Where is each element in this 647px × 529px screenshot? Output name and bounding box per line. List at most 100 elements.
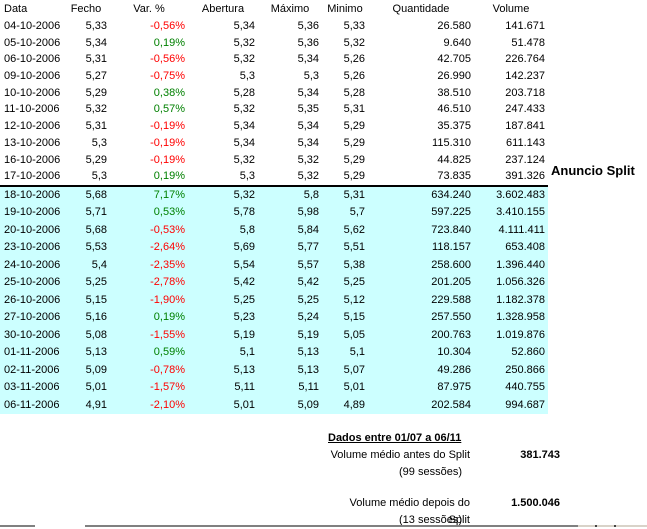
cell-volume[interactable]: 1.328.958 [496, 311, 545, 324]
cell-volume[interactable]: 52.860 [511, 346, 545, 359]
cell-var-percent[interactable]: -2,64% [150, 241, 185, 254]
cell-abertura[interactable]: 5,25 [233, 293, 255, 306]
cell-maximo[interactable]: 5,13 [297, 363, 319, 376]
cell-date[interactable]: 24-10-2006 [4, 258, 61, 271]
cell-date[interactable]: 17-10-2006 [4, 170, 61, 183]
cell-quantidade[interactable]: 202.584 [431, 398, 471, 411]
cell-quantidade[interactable]: 634.240 [431, 188, 471, 201]
cell-volume[interactable]: 1.056.326 [496, 276, 545, 289]
cell-abertura[interactable]: 5,32 [233, 36, 255, 49]
cell-date[interactable]: 04-10-2006 [4, 20, 61, 32]
cell-abertura[interactable]: 5,78 [233, 206, 255, 219]
cell-fecho[interactable]: 5,31 [85, 53, 107, 66]
cell-abertura[interactable]: 5,3 [239, 170, 255, 183]
cell-abertura[interactable]: 5,42 [233, 276, 255, 289]
cell-quantidade[interactable]: 35.375 [437, 120, 471, 133]
cell-maximo[interactable]: 5,13 [297, 346, 319, 359]
cell-minimo[interactable]: 5,07 [343, 363, 365, 376]
cell-quantidade[interactable]: 9.640 [443, 36, 471, 49]
cell-fecho[interactable]: 5,4 [91, 258, 107, 271]
cell-quantidade[interactable]: 42.705 [437, 53, 471, 66]
cell-minimo[interactable]: 5,32 [343, 36, 365, 49]
cell-volume[interactable]: 51.478 [511, 36, 545, 49]
column-header-minimo[interactable]: Minimo [327, 3, 363, 15]
cell-quantidade[interactable]: 258.600 [431, 258, 471, 271]
cell-abertura[interactable]: 5,34 [233, 136, 255, 149]
cell-maximo[interactable]: 5,32 [297, 153, 319, 166]
volume-after-split-value[interactable]: 1.500.046 [511, 497, 560, 509]
cell-minimo[interactable]: 5,1 [349, 346, 365, 359]
column-header-quantidade[interactable]: Quantidade [392, 3, 450, 15]
cell-abertura[interactable]: 5,23 [233, 311, 255, 324]
cell-maximo[interactable]: 5,34 [297, 120, 319, 133]
cell-maximo[interactable]: 5,11 [298, 381, 319, 394]
cell-volume[interactable]: 203.718 [505, 86, 545, 99]
cell-minimo[interactable]: 5,31 [343, 188, 365, 201]
cell-var-percent[interactable]: -2,78% [150, 276, 185, 289]
cell-fecho[interactable]: 5,13 [85, 346, 107, 359]
cell-abertura[interactable]: 5,54 [233, 258, 255, 271]
cell-fecho[interactable]: 5,15 [85, 293, 107, 306]
sessions-before-count[interactable]: (99 sessões) [399, 466, 462, 478]
cell-var-percent[interactable]: 7,17% [153, 188, 185, 201]
cell-fecho[interactable]: 5,68 [85, 223, 107, 236]
cell-date[interactable]: 30-10-2006 [4, 328, 61, 341]
cell-volume[interactable]: 250.866 [505, 363, 545, 376]
cell-minimo[interactable]: 4,89 [343, 398, 365, 411]
column-header-data[interactable]: Data [4, 3, 28, 15]
cell-var-percent[interactable]: -0,19% [150, 136, 185, 149]
cell-date[interactable]: 12-10-2006 [4, 120, 61, 133]
cell-abertura[interactable]: 5,3 [239, 70, 255, 83]
cell-quantidade[interactable]: 73.835 [437, 170, 471, 183]
cell-minimo[interactable]: 5,28 [343, 86, 365, 99]
cell-abertura[interactable]: 5,32 [233, 53, 255, 66]
cell-maximo[interactable]: 5,36 [297, 36, 319, 49]
cell-maximo[interactable]: 5,19 [297, 328, 319, 341]
cell-quantidade[interactable]: 26.990 [437, 70, 471, 83]
cell-var-percent[interactable]: -1,90% [150, 293, 185, 306]
column-header-abertura[interactable]: Abertura [201, 3, 245, 15]
cell-fecho[interactable]: 5,29 [85, 86, 107, 99]
cell-quantidade[interactable]: 87.975 [437, 381, 471, 394]
cell-date[interactable]: 11-10-2006 [4, 103, 60, 116]
cell-date[interactable]: 09-10-2006 [4, 70, 61, 83]
cell-quantidade[interactable]: 200.763 [431, 328, 471, 341]
cell-quantidade[interactable]: 201.205 [431, 276, 471, 289]
cell-quantidade[interactable]: 38.510 [437, 86, 471, 99]
cell-minimo[interactable]: 5,33 [343, 20, 365, 32]
volume-before-split-label[interactable]: Volume médio antes do Split [330, 449, 470, 461]
cell-fecho[interactable]: 5,31 [85, 120, 107, 133]
cell-volume[interactable]: 1.396.440 [496, 258, 545, 271]
cell-var-percent[interactable]: 0,57% [153, 103, 185, 116]
cell-minimo[interactable]: 5,15 [343, 311, 365, 324]
cell-var-percent[interactable]: -1,55% [150, 328, 185, 341]
cell-maximo[interactable]: 5,42 [297, 276, 319, 289]
cell-minimo[interactable]: 5,62 [343, 223, 365, 236]
cell-quantidade[interactable]: 10.304 [437, 346, 471, 359]
cell-minimo[interactable]: 5,26 [343, 70, 365, 83]
cell-date[interactable]: 26-10-2006 [4, 293, 61, 306]
summary-heading[interactable]: Dados entre 01/07 a 06/11 [328, 432, 462, 444]
cell-quantidade[interactable]: 229.588 [431, 293, 471, 306]
cell-abertura[interactable]: 5,32 [233, 188, 255, 201]
cell-abertura[interactable]: 5,34 [233, 20, 255, 32]
cell-minimo[interactable]: 5,31 [343, 103, 365, 116]
cell-volume[interactable]: 226.764 [505, 53, 545, 66]
cell-quantidade[interactable]: 115.310 [432, 136, 471, 149]
cell-fecho[interactable]: 5,16 [85, 311, 107, 324]
cell-minimo[interactable]: 5,26 [343, 53, 365, 66]
cell-var-percent[interactable]: 0,38% [153, 86, 185, 99]
cell-volume[interactable]: 391.326 [505, 170, 545, 183]
cell-volume[interactable]: 653.408 [505, 241, 545, 254]
cell-var-percent[interactable]: -1,57% [150, 381, 185, 394]
cell-date[interactable]: 05-10-2006 [4, 36, 61, 49]
cell-maximo[interactable]: 5,25 [297, 293, 319, 306]
cell-fecho[interactable]: 5,25 [85, 276, 107, 289]
cell-volume[interactable]: 4.111.411 [498, 223, 546, 236]
cell-maximo[interactable]: 5,77 [297, 241, 319, 254]
cell-minimo[interactable]: 5,29 [343, 120, 365, 133]
cell-volume[interactable]: 187.841 [505, 120, 545, 133]
cell-var-percent[interactable]: -2,35% [150, 258, 185, 271]
cell-maximo[interactable]: 5,84 [297, 223, 319, 236]
cell-maximo[interactable]: 5,8 [303, 188, 319, 201]
